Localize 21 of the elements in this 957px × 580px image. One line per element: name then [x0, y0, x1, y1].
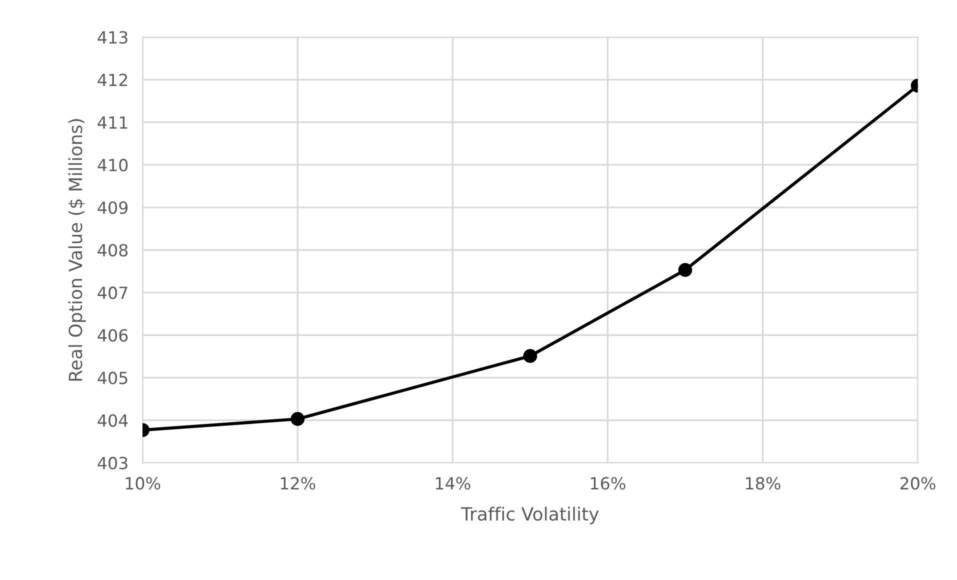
y-axis-title: Real Option Value ($ Millions)	[68, 119, 86, 381]
x-axis-title: Traffic Volatility	[461, 506, 599, 524]
y-tick-label: 413	[98, 31, 128, 44]
point	[523, 349, 538, 363]
x-tick-label: 16%	[591, 477, 626, 490]
y-tick-label: 404	[98, 414, 128, 427]
y-tick-label: 406	[98, 329, 128, 342]
y-tick-label: 410	[98, 158, 128, 172]
y-tick-label: 403	[98, 456, 128, 470]
x-tick-label: 12%	[280, 477, 316, 490]
y-tick-label: 412	[98, 74, 128, 86]
y-tick-label: 409	[98, 201, 128, 214]
y-tick-label: 405	[98, 372, 128, 384]
y-tick-label: 408	[98, 244, 128, 257]
y-tick-label: 407	[98, 286, 128, 300]
x-tick-label: 18%	[746, 477, 780, 490]
x-tick-label: 20%	[900, 477, 936, 490]
y-tick-label: 411	[98, 116, 128, 129]
x-tick-label: 14%	[436, 477, 470, 490]
point	[678, 263, 692, 277]
x-tick-label: 10%	[126, 477, 160, 490]
